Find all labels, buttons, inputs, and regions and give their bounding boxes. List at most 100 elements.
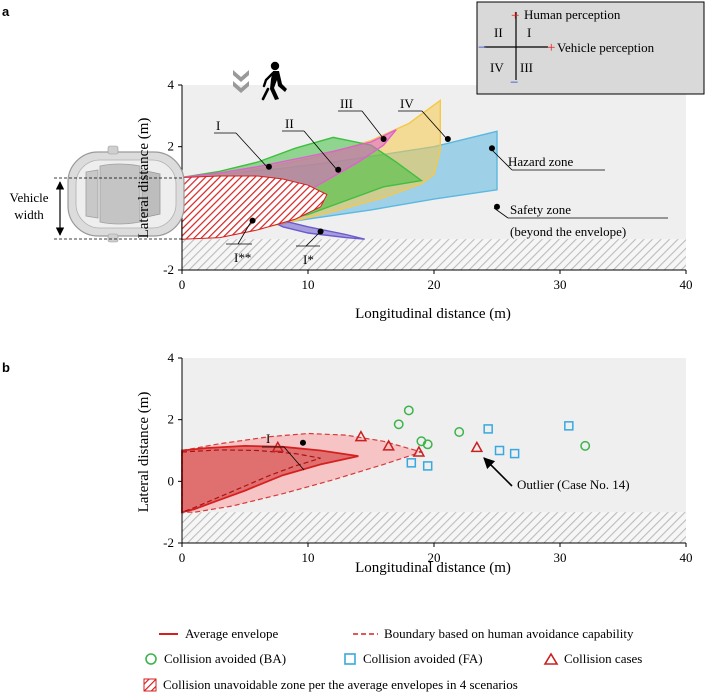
- panel-a-annotations: I II III IV Hazard zone Safety zone (bey…: [214, 96, 668, 267]
- average-envelope-area: [181, 444, 359, 514]
- legend: Average envelope Boundary based on human…: [143, 626, 642, 692]
- label-I-star: I*: [303, 252, 314, 267]
- quadrant-IV: IV: [490, 60, 504, 75]
- average-envelope-inner-boundary: [181, 449, 321, 514]
- label-I: I: [216, 118, 220, 133]
- marker-dot: [380, 135, 387, 142]
- marker-dot: [494, 203, 500, 210]
- legend-item-collision-cases: Collision cases: [543, 651, 642, 666]
- vehicle-width-dimension: Vehicle width: [2, 177, 182, 240]
- outlier-arrow: [483, 457, 513, 487]
- leader-IV: [421, 110, 448, 140]
- panel-a-xtick-label: 30: [554, 277, 567, 292]
- quadrant-I: I: [527, 25, 531, 40]
- leader-I: [235, 132, 269, 169]
- legend-label-collision-cases: Collision cases: [564, 651, 642, 666]
- human-plus-icon: +: [511, 8, 519, 24]
- leader-III: [361, 110, 384, 139]
- panel-a-markers: [249, 135, 500, 235]
- legend-label-human-boundary: Boundary based on human avoidance capabi…: [384, 626, 634, 641]
- point-avoided-ba: [403, 405, 414, 416]
- vehicle-width-label: Vehicle: [10, 190, 49, 205]
- label-hazard-zone: Hazard zone: [508, 154, 574, 169]
- point-collision-case: [412, 445, 426, 457]
- panel-a-label: a: [2, 4, 10, 19]
- panel-b-axes: 0 10 20 30 40 -2 0 2 4: [163, 350, 692, 565]
- legend-item-unavoidable-zone: Collision unavoidable zone per the avera…: [143, 677, 518, 692]
- marker-dot: [265, 163, 272, 170]
- point-avoided-fa: [494, 445, 505, 456]
- vehicle-minus-icon: −: [478, 40, 486, 56]
- label-safety-zone: Safety zone: [510, 202, 571, 217]
- label-IV: IV: [400, 96, 414, 111]
- point-avoided-fa: [509, 448, 520, 459]
- panel-b-plot: 0 10 20 30 40 -2 0 2 4: [163, 350, 692, 565]
- panel-b-points: [271, 405, 591, 471]
- panel-b-ytick-label: 4: [168, 350, 175, 365]
- leader-safety: [493, 207, 509, 219]
- label-II: II: [285, 116, 294, 131]
- point-avoided-ba: [422, 439, 433, 450]
- leader-I-b: [283, 446, 305, 471]
- panel-a-xtick-label: 0: [179, 277, 186, 292]
- outlier-label: Outlier (Case No. 14): [517, 477, 630, 492]
- panel-b-xtick-label: 10: [302, 550, 315, 565]
- marker-dot: [488, 145, 495, 152]
- point-avoided-ba: [454, 427, 465, 437]
- chevron-down-icon: [233, 70, 249, 93]
- leader-II: [303, 130, 339, 172]
- panel-a-ytick-label: 4: [168, 77, 175, 92]
- point-avoided-ba: [393, 419, 404, 430]
- panel-a-ytick-label: -2: [163, 262, 174, 277]
- point-avoided-fa: [406, 458, 417, 468]
- panel-a-road-edge-hatch: [182, 239, 686, 270]
- point-collision-case: [354, 430, 368, 442]
- point-avoided-ba: [580, 440, 591, 451]
- vehicle-plus-icon: +: [547, 40, 555, 56]
- vehicle-icon: [67, 145, 185, 243]
- legend-item-human-boundary: Boundary based on human avoidance capabi…: [353, 626, 634, 641]
- panel-a-xtick-label: 10: [302, 277, 315, 292]
- label-I-double-star: I**: [234, 250, 251, 265]
- marker-dot: [335, 166, 342, 173]
- panel-b-ytick-label: 0: [168, 473, 175, 488]
- legend-label-avoided-ba: Collision avoided (BA): [164, 651, 286, 666]
- human-perception-label: Human perception: [524, 7, 621, 22]
- panel-a-ytick-label: 2: [168, 139, 175, 154]
- panel-a-xlabel: Longitudinal distance (m): [355, 306, 511, 322]
- human-minus-icon: −: [510, 75, 518, 91]
- panel-b-xtick-label: 20: [428, 550, 441, 565]
- leader-hazard: [489, 147, 513, 171]
- point-avoided-fa: [564, 421, 574, 431]
- label-I-b: I: [266, 431, 270, 446]
- legend-item-average-envelope: Average envelope: [159, 626, 278, 641]
- panel-a-xtick-label: 40: [680, 277, 693, 292]
- point-avoided-fa: [422, 461, 433, 471]
- panel-b-xtick-label: 0: [179, 550, 186, 565]
- panel-b-label: b: [2, 360, 10, 375]
- panel-a-xtick-label: 20: [428, 277, 441, 292]
- panel-b-xlabel: Longitudinal distance (m): [355, 560, 511, 576]
- label-III: III: [340, 96, 353, 111]
- point-collision-case: [382, 439, 395, 451]
- vehicle-perception-label: Vehicle perception: [557, 40, 655, 55]
- legend-label-avoided-fa: Collision avoided (FA): [363, 651, 483, 666]
- point-avoided-fa: [483, 424, 493, 434]
- marker-dot-I-b: [299, 439, 306, 446]
- pedestrian-icon: [261, 61, 287, 101]
- panel-b-ytick-label: 2: [168, 412, 175, 427]
- vehicle-width-label-2: width: [14, 207, 44, 222]
- panel-b-road-edge-hatch: [182, 512, 686, 543]
- point-collision-case: [470, 440, 484, 453]
- panel-b-annotations: I Outlier (Case No. 14): [262, 431, 630, 492]
- leader-I-double-star: [237, 219, 253, 245]
- panel-b-ytick-label: -2: [163, 535, 174, 550]
- leader-I-star: [305, 231, 321, 247]
- legend-item-avoided-fa: Collision avoided (FA): [344, 651, 483, 666]
- quadrant-II: II: [494, 25, 503, 40]
- label-safety-zone-sub: (beyond the envelope): [510, 224, 626, 239]
- quadrant-III: III: [520, 60, 533, 75]
